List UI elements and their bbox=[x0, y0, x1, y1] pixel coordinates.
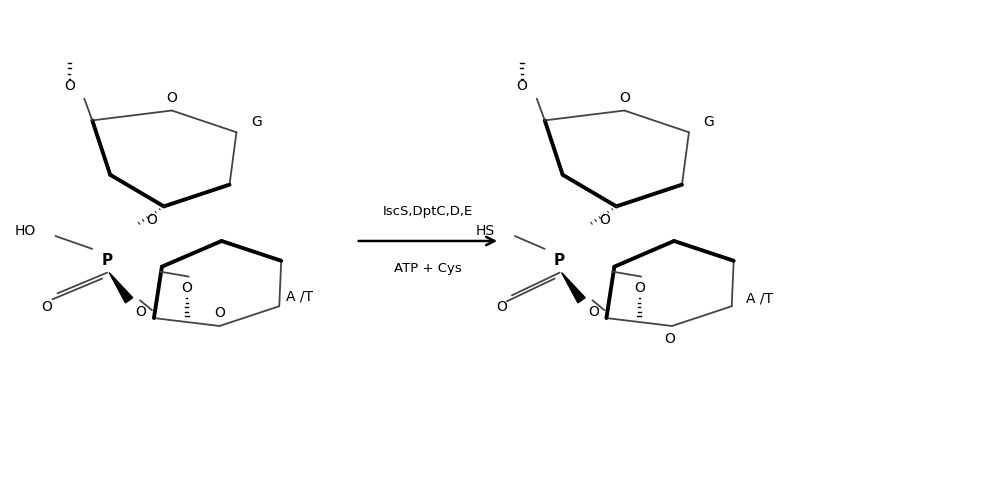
Text: G: G bbox=[251, 115, 262, 129]
Text: O: O bbox=[516, 79, 527, 93]
Text: ATP + Cys: ATP + Cys bbox=[394, 262, 462, 275]
Text: O: O bbox=[588, 305, 599, 319]
Text: O: O bbox=[497, 300, 507, 314]
Text: O: O bbox=[41, 300, 52, 314]
Text: O: O bbox=[214, 306, 225, 320]
Text: O: O bbox=[599, 213, 610, 227]
Text: G: G bbox=[703, 115, 714, 129]
Text: O: O bbox=[64, 79, 75, 93]
Text: A /T: A /T bbox=[286, 289, 313, 303]
Text: O: O bbox=[619, 91, 630, 105]
Text: O: O bbox=[166, 91, 177, 105]
Polygon shape bbox=[562, 273, 585, 303]
Text: IscS,DptC,D,E: IscS,DptC,D,E bbox=[383, 205, 473, 218]
Text: O: O bbox=[147, 213, 157, 227]
Text: O: O bbox=[665, 332, 675, 346]
Text: P: P bbox=[102, 253, 113, 268]
Text: O: O bbox=[136, 305, 146, 319]
Polygon shape bbox=[109, 273, 133, 303]
Text: P: P bbox=[554, 253, 565, 268]
Text: HO: HO bbox=[14, 224, 36, 238]
Text: O: O bbox=[181, 282, 192, 296]
Text: HS: HS bbox=[476, 224, 495, 238]
Text: A /T: A /T bbox=[746, 291, 773, 305]
Text: O: O bbox=[634, 282, 645, 296]
